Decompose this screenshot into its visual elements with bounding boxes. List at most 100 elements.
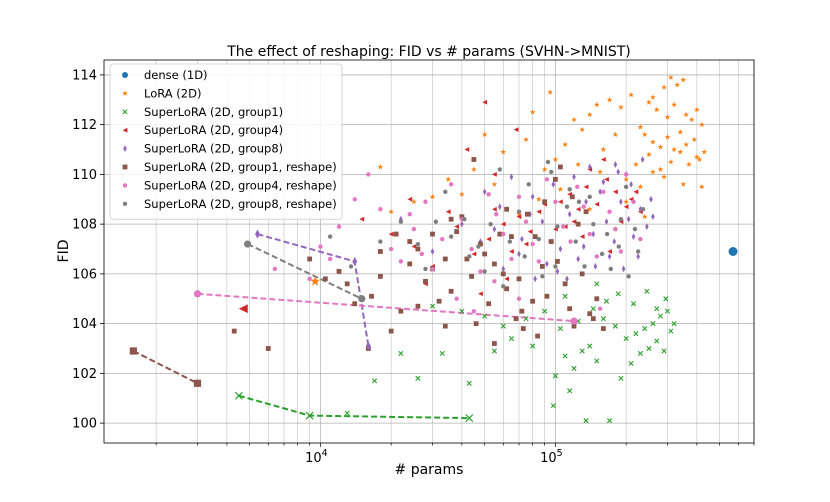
- data-point-superlora-2d-group8: [565, 275, 569, 283]
- data-point-lora-2d: [688, 116, 695, 123]
- data-point-superlora-2d-group1-reshape: [552, 176, 558, 182]
- data-point-superlora-2d-group8: [572, 173, 576, 181]
- y-tick-label: 112: [72, 118, 97, 133]
- data-point-lora-2d: [668, 74, 674, 80]
- data-point-superlora-2d-group4: [579, 234, 585, 239]
- data-point-superlora-2d-group8-reshape: [443, 189, 448, 195]
- data-point-superlora-2d-group4-reshape: [272, 266, 278, 272]
- data-point-superlora-2d-group1-reshape: [423, 278, 428, 284]
- data-point-superlora-2d-group8: [501, 265, 506, 273]
- data-point-superlora-2d-group1-reshape: [590, 316, 596, 322]
- data-point-lora-2d: [606, 96, 613, 103]
- data-point-superlora-2d-group4: [359, 216, 365, 222]
- data-point-superlora-2d-group8-reshape: [398, 219, 404, 224]
- data-point-superlora-2d-group1: [663, 296, 669, 302]
- data-point-superlora-2d-group1-reshape: [471, 157, 477, 162]
- data-point-superlora-2d-group1: [482, 313, 488, 319]
- data-point-superlora-2d-group4-reshape: [336, 224, 342, 229]
- data-point-lora-2d: [650, 168, 656, 175]
- data-point-lora-2d: [586, 206, 593, 212]
- data-point-superlora-2d-group1: [567, 388, 573, 394]
- highlight-point: [238, 304, 248, 314]
- data-point-superlora-2d-group4: [486, 236, 492, 242]
- data-point-superlora-2d-group8: [604, 218, 609, 226]
- data-point-superlora-2d-group1: [594, 281, 600, 287]
- data-point-superlora-2d-group8: [591, 230, 596, 238]
- data-point-superlora-2d-group8: [621, 265, 626, 273]
- data-point-superlora-2d-group8-reshape: [497, 167, 503, 172]
- data-point-lora-2d: [661, 173, 667, 180]
- legend-marker: [122, 109, 128, 115]
- data-point-lora-2d: [523, 136, 529, 143]
- y-tick-label: 102: [72, 367, 97, 382]
- data-point-superlora-2d-group1-reshape: [415, 246, 421, 252]
- x-tick-base: 10: [540, 451, 557, 466]
- data-point-superlora-2d-group8: [498, 203, 502, 211]
- data-point-lora-2d: [552, 156, 559, 162]
- data-point-superlora-2d-group4: [571, 219, 577, 225]
- data-point-superlora-2d-group8-reshape: [536, 236, 542, 242]
- data-point-superlora-2d-group1: [664, 308, 671, 314]
- data-point-lora-2d: [471, 166, 477, 172]
- data-point-superlora-2d-group1-reshape: [448, 216, 454, 222]
- data-point-superlora-2d-group8: [567, 210, 572, 218]
- data-point-superlora-2d-group8-reshape: [501, 284, 506, 289]
- data-point-superlora-2d-group1-reshape: [562, 281, 568, 287]
- endpoint-superlora-2d-group1-reshape: [129, 347, 137, 355]
- data-point-lora-2d: [694, 106, 700, 113]
- data-point-superlora-2d-group4-reshape: [501, 231, 506, 237]
- data-point-lora-2d: [633, 161, 639, 167]
- data-point-superlora-2d-group4-reshape: [568, 239, 573, 244]
- data-point-lora-2d: [657, 166, 664, 172]
- data-point-superlora-2d-group1: [583, 418, 589, 424]
- data-point-superlora-2d-group8-reshape: [555, 224, 560, 229]
- data-point-superlora-2d-group1-reshape: [436, 298, 442, 304]
- data-point-superlora-2d-group1: [671, 321, 677, 327]
- data-point-superlora-2d-group1: [344, 410, 350, 416]
- data-point-superlora-2d-group4: [411, 244, 417, 249]
- endpoint-superlora-2d-group8: [255, 229, 260, 239]
- data-point-superlora-2d-group1-reshape: [587, 311, 593, 317]
- legend-marker: [122, 183, 128, 188]
- y-tick-label: 110: [72, 168, 97, 183]
- legend-marker: [122, 164, 128, 170]
- data-point-superlora-2d-group1-reshape: [544, 293, 550, 299]
- data-point-superlora-2d-group1: [618, 375, 624, 381]
- data-point-superlora-2d-group4-reshape: [597, 306, 603, 311]
- data-point-superlora-2d-group1: [612, 323, 618, 329]
- data-point-superlora-2d-group1-reshape: [509, 234, 514, 239]
- legend-marker: [122, 90, 128, 96]
- data-point-superlora-2d-group1: [646, 345, 652, 352]
- dashed-trend-line: [257, 233, 370, 347]
- data-point-lora-2d: [650, 94, 656, 100]
- data-point-superlora-2d-group8: [558, 245, 563, 253]
- legend-marker: [122, 201, 128, 206]
- data-point-superlora-2d-group4-reshape: [352, 197, 357, 202]
- data-point-superlora-2d-group1-reshape: [539, 264, 545, 269]
- data-point-superlora-2d-group4-reshape: [419, 251, 424, 257]
- data-point-superlora-2d-group8: [601, 178, 606, 186]
- data-point-superlora-2d-group8: [640, 156, 645, 163]
- data-point-superlora-2d-group1: [429, 303, 436, 309]
- x-axis-label: # params: [395, 462, 464, 478]
- data-point-superlora-2d-group1: [590, 306, 596, 312]
- legend-label: SuperLoRA (2D, group4, reshape): [144, 178, 337, 192]
- data-point-superlora-2d-group8: [478, 238, 483, 245]
- data-point-superlora-2d-group8: [651, 213, 655, 221]
- data-point-superlora-2d-group1-reshape: [415, 303, 421, 309]
- data-point-superlora-2d-group4: [388, 231, 394, 237]
- data-point-superlora-2d-group4: [527, 229, 533, 235]
- data-point-superlora-2d-group8: [593, 263, 598, 270]
- highlight-point: [310, 276, 321, 286]
- data-point-superlora-2d-group8-reshape: [576, 199, 582, 204]
- data-point-superlora-2d-group1: [623, 335, 629, 342]
- data-point-lora-2d: [411, 198, 417, 205]
- data-point-superlora-2d-group4-reshape: [516, 194, 522, 199]
- data-point-superlora-2d-group4-reshape: [523, 219, 529, 224]
- endpoint-superlora-2d-group8-reshape: [243, 240, 252, 248]
- data-point-superlora-2d-group1: [398, 350, 404, 357]
- data-point-superlora-2d-group1-reshape: [393, 231, 399, 237]
- data-point-superlora-2d-group1-reshape: [430, 231, 435, 237]
- data-point-superlora-2d-group8: [509, 173, 514, 181]
- data-point-lora-2d: [557, 186, 564, 192]
